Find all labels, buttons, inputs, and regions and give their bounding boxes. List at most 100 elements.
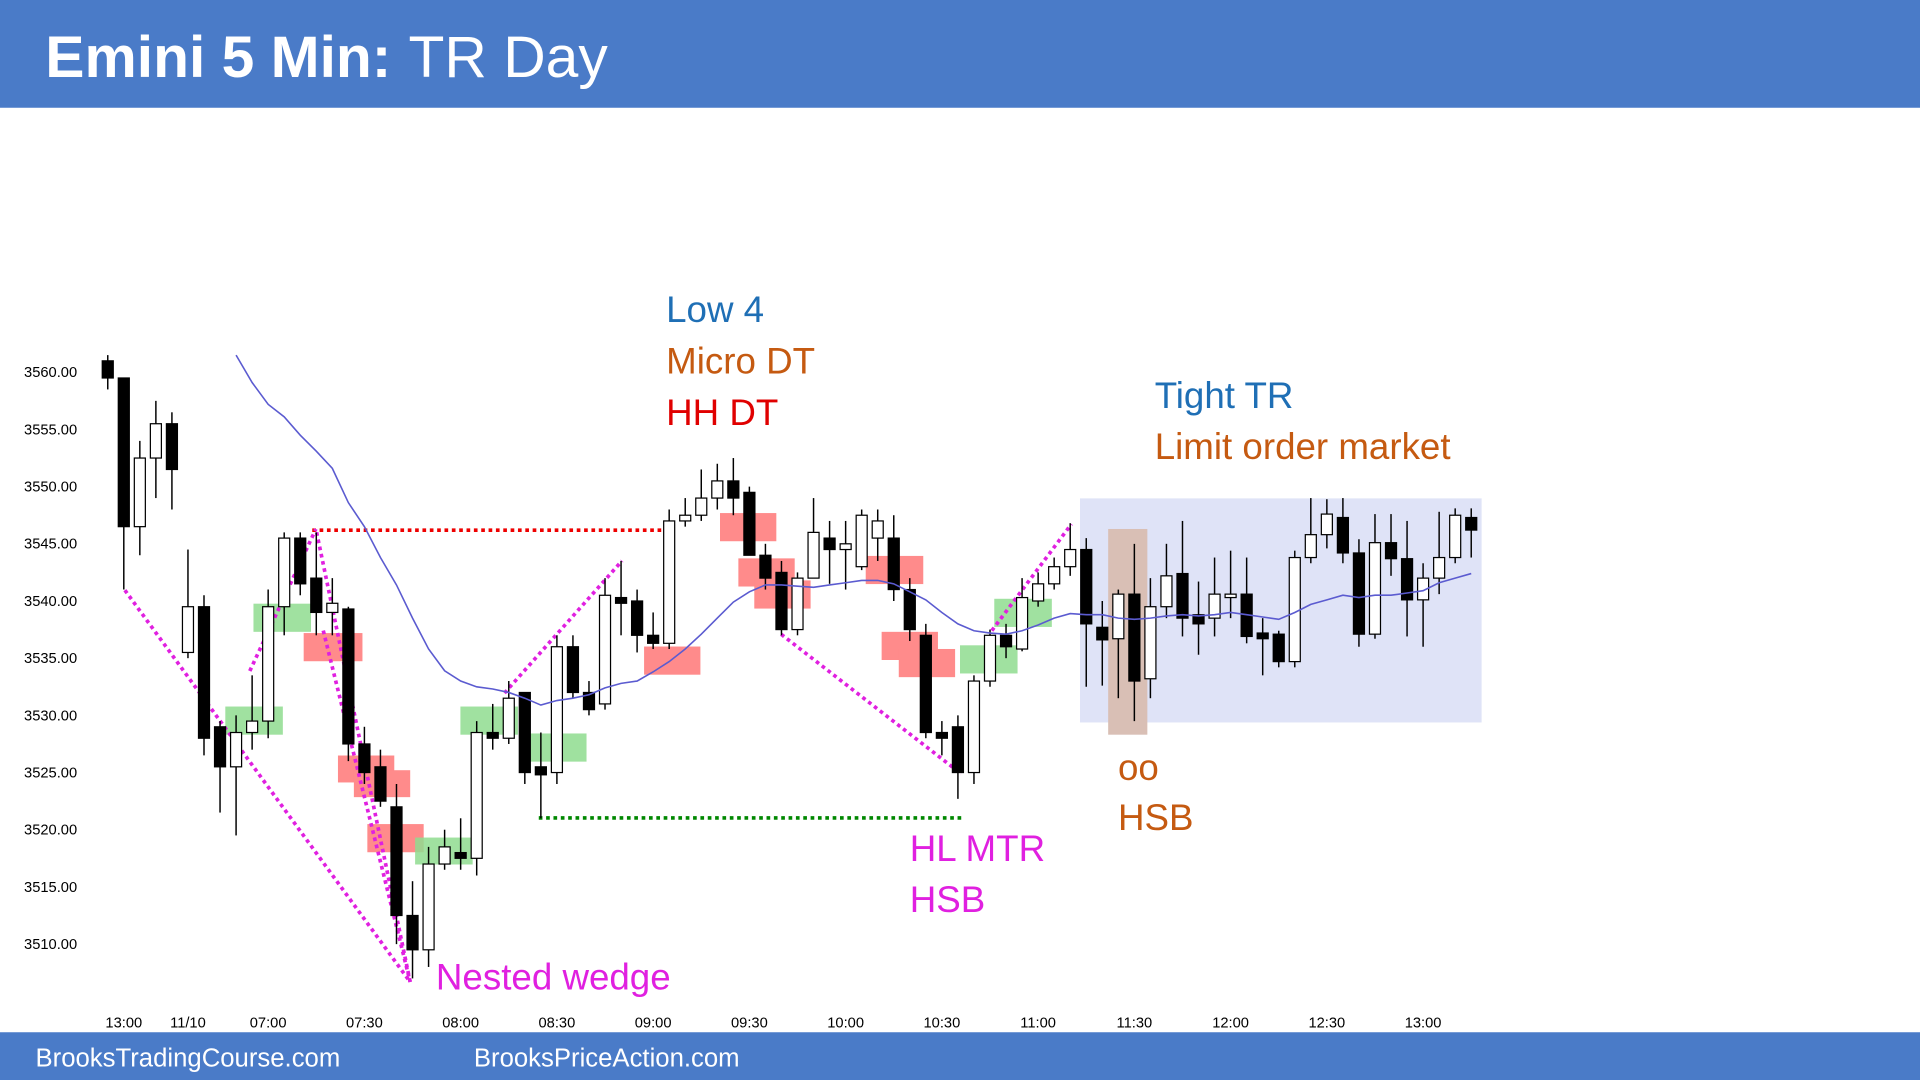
candle-body — [1304, 534, 1317, 559]
candle-body — [919, 634, 932, 734]
annotation: HSB — [910, 879, 986, 920]
footer-link: BrooksTradingCourse.com — [36, 1045, 341, 1073]
candle-body — [438, 846, 451, 865]
candle-body — [775, 571, 788, 631]
y-tick-label: 3510.00 — [24, 937, 77, 953]
x-tick-label: 12:30 — [1308, 1015, 1345, 1031]
candle-body — [486, 731, 499, 739]
candle-body — [791, 577, 804, 631]
wedge-lines — [123, 522, 1073, 984]
candle-body — [390, 806, 403, 917]
x-tick-label: 08:00 — [442, 1015, 479, 1031]
candle-body — [1433, 556, 1446, 579]
wedge-line — [321, 630, 412, 983]
candle-body — [1272, 633, 1285, 663]
candle-body — [1208, 593, 1221, 619]
candle-body — [1031, 583, 1045, 602]
candle-body — [727, 480, 740, 499]
subtitle: TR Day — [409, 25, 609, 90]
candle-body — [887, 537, 900, 591]
annotation: Tight TR — [1155, 375, 1294, 416]
candle-body — [983, 634, 997, 682]
candle-body — [245, 720, 259, 734]
sell-box — [644, 646, 701, 675]
candle-body — [550, 646, 564, 774]
candle-body — [1144, 606, 1157, 680]
plot: 3510.00 3515.00 3520.00 3525.00 3530.00 3535.… — [24, 354, 1478, 1031]
candle-body — [1064, 548, 1077, 568]
candle-body — [566, 646, 580, 694]
candle-body — [262, 606, 275, 722]
candle-body — [358, 743, 371, 774]
candle-body — [1096, 626, 1109, 641]
candle-body — [967, 680, 981, 774]
candle-body — [1128, 593, 1141, 682]
wedge-line — [780, 632, 963, 776]
annotation: HSB — [1118, 797, 1194, 838]
x-tick-label: 09:30 — [731, 1015, 768, 1031]
footer-bar — [0, 1032, 1920, 1080]
candle-body — [679, 514, 692, 522]
candle-body — [1112, 593, 1125, 640]
candle-body — [1288, 556, 1301, 663]
y-tick-label: 3540.00 — [24, 594, 77, 610]
wedge-line — [503, 559, 624, 695]
y-tick-label: 3520.00 — [24, 823, 77, 839]
candle-body — [117, 377, 130, 528]
x-tick-label: 12:00 — [1212, 1015, 1249, 1031]
candle-body — [518, 691, 531, 774]
candle-body — [582, 691, 596, 711]
candle-body — [630, 600, 644, 636]
candle-body — [1080, 548, 1093, 625]
y-tick-label: 3525.00 — [24, 765, 77, 781]
candle-body — [406, 914, 419, 951]
candle-body — [534, 766, 547, 776]
wedge-line — [990, 522, 1073, 632]
y-tick-label: 3560.00 — [24, 365, 77, 381]
candle-body — [1352, 552, 1366, 635]
candle-body — [213, 726, 227, 768]
candle-body — [133, 457, 146, 528]
candle-body — [935, 731, 949, 739]
candle-body — [470, 731, 483, 859]
candle-body — [1256, 632, 1269, 640]
candle-body — [229, 731, 243, 768]
candle-body — [454, 851, 467, 859]
candle-body — [1384, 542, 1398, 560]
candle-body — [807, 531, 820, 579]
title: Emini 5 Min: TR Day — [45, 25, 608, 90]
x-tick-label: 10:30 — [923, 1015, 960, 1031]
candle-body — [614, 596, 628, 604]
candle-body — [598, 594, 612, 705]
candle-body — [1192, 614, 1205, 625]
x-tick-label: 11/10 — [170, 1015, 206, 1031]
y-tick-label: 3545.00 — [24, 537, 77, 553]
annotation: HH DT — [666, 392, 778, 433]
x-tick-label: 09:00 — [635, 1015, 672, 1031]
x-tick-label: 13:00 — [105, 1015, 142, 1031]
candle-body — [326, 602, 339, 614]
candle-body — [1465, 516, 1478, 531]
candle-body — [871, 520, 884, 539]
candle-body — [165, 423, 179, 471]
annotation: HL MTR — [910, 828, 1045, 869]
candle-body — [197, 606, 211, 739]
x-tick-label: 13:00 — [1405, 1015, 1442, 1031]
candle-body — [1416, 577, 1430, 601]
candle-body — [422, 863, 435, 951]
candle-body — [294, 537, 307, 585]
candle-body — [1368, 542, 1382, 635]
candle-body — [1400, 558, 1414, 601]
candle-body — [695, 497, 708, 516]
candle-body — [1224, 593, 1237, 599]
candle-body — [759, 554, 772, 579]
title-bar — [0, 0, 1920, 108]
footer-link: BrooksPriceAction.com — [474, 1045, 740, 1073]
x-tick-label: 11:30 — [1117, 1015, 1153, 1031]
candle-body — [310, 577, 323, 614]
candle-body — [839, 543, 852, 551]
title-bold: Emini 5 Min: — [45, 25, 391, 90]
candle-body — [823, 537, 836, 551]
x-tick-label: 07:00 — [250, 1015, 287, 1031]
